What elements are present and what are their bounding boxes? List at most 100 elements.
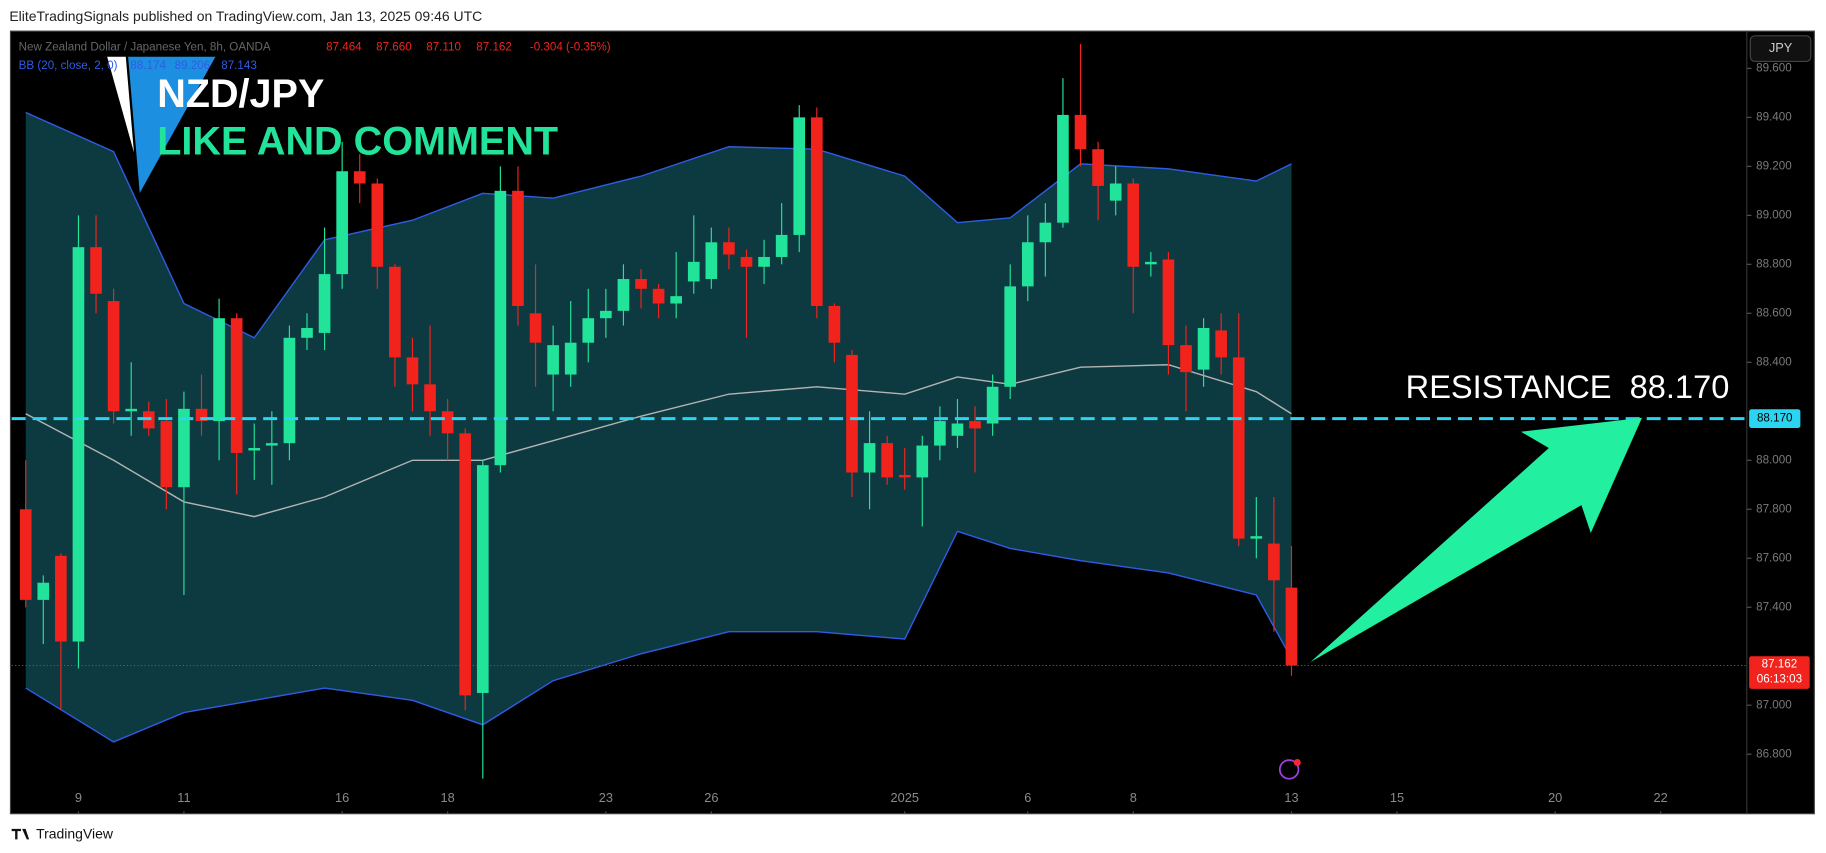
y-tick-label: 87.400 <box>1756 600 1792 613</box>
plot: 86.800 87.000 87.400 87.600 87.800 88.000 88.4… <box>11 43 1810 814</box>
candle-body <box>424 384 436 412</box>
currency-label[interactable]: JPY <box>1769 40 1793 55</box>
chart-subtitle: LIKE AND COMMENT <box>157 120 558 164</box>
candle-body <box>969 421 981 429</box>
candle-body <box>863 443 876 473</box>
x-tick-label: 6 <box>1024 790 1031 805</box>
candle-body <box>389 266 401 358</box>
candle-body <box>1285 587 1298 666</box>
candle-body <box>494 190 507 466</box>
x-tick-label: 9 <box>75 790 82 805</box>
candle-body <box>775 234 788 257</box>
candle-body <box>37 582 50 600</box>
x-tick-label: 22 <box>1654 790 1668 805</box>
candle-body <box>371 183 384 267</box>
candle-body <box>1039 222 1052 243</box>
y-tick-label: 87.800 <box>1756 502 1792 515</box>
x-tick-label: 8 <box>1130 790 1137 805</box>
resistance-tag: 88.170 <box>1757 412 1793 425</box>
symbol-line: New Zealand Dollar / Japanese Yen, 8h, O… <box>19 41 271 54</box>
candle-body <box>951 423 964 436</box>
candle-body <box>90 247 102 294</box>
candle-body <box>19 509 32 600</box>
y-tick-label: 89.400 <box>1756 110 1792 123</box>
candle-body <box>1180 345 1192 373</box>
candle-body <box>652 288 665 304</box>
candle-body <box>600 310 612 319</box>
x-tick-label: 26 <box>704 790 718 805</box>
candle-body <box>670 296 682 304</box>
event-dot <box>1293 758 1301 766</box>
candle-body <box>986 386 999 424</box>
up-arrow <box>1301 417 1643 667</box>
x-tick-label: 16 <box>335 790 349 805</box>
currency-button[interactable] <box>1749 35 1812 62</box>
candle-body <box>266 443 278 446</box>
x-tick-label: 20 <box>1548 790 1562 805</box>
candle-body <box>125 408 138 412</box>
candle-body <box>1145 261 1157 265</box>
candle-body <box>336 171 348 275</box>
candle-body <box>1268 543 1280 581</box>
candle-body <box>1162 259 1175 346</box>
ohlc-value: 87.660 <box>376 41 412 54</box>
candle-body <box>916 445 929 478</box>
y-tick-label: 89.600 <box>1756 61 1792 74</box>
candle-body <box>934 421 946 446</box>
candle-body <box>529 313 542 343</box>
candle-body <box>107 301 120 412</box>
candle-body <box>582 318 595 343</box>
candle-body <box>72 247 85 642</box>
candle-body <box>1109 183 1122 201</box>
indicator-line: BB (20, close, 2, 0) <box>19 59 118 72</box>
candle-body <box>547 345 559 375</box>
candle-body <box>723 242 735 255</box>
candle-body <box>1092 149 1104 186</box>
y-tick-label: 88.000 <box>1756 453 1792 466</box>
resistance-tag-bg <box>1749 409 1801 428</box>
candle-body <box>318 274 331 333</box>
candle-body <box>1250 536 1263 539</box>
ohlc-value: 87.110 <box>426 41 461 54</box>
y-tick-label: 87.000 <box>1756 698 1792 711</box>
x-tick-label: 2025 <box>890 790 918 805</box>
candle-body <box>301 328 313 338</box>
x-tick-label: 15 <box>1390 790 1404 805</box>
y-tick-label: 89.200 <box>1756 159 1792 172</box>
candle-body <box>195 408 208 422</box>
candle-body <box>740 256 753 267</box>
resistance-label: RESISTANCE 88.170 <box>1406 368 1730 405</box>
candle-body <box>617 279 630 311</box>
logo-blue <box>128 56 216 194</box>
x-tick-label: 13 <box>1284 790 1298 805</box>
indicator-value: 88.174 <box>130 59 166 72</box>
candle-body <box>1232 357 1245 539</box>
last-price-tag: 87.162 <box>1762 657 1798 670</box>
indicator-value: 89.206 <box>175 59 211 72</box>
tv-logo <box>11 828 30 840</box>
candle-body <box>55 555 67 642</box>
x-tick-label: 18 <box>441 790 455 805</box>
candle-body <box>1057 114 1069 223</box>
candle-body <box>512 190 524 306</box>
y-tick-label: 89.000 <box>1756 208 1792 221</box>
ohlc-value: -0.304 (-0.35%) <box>530 41 611 54</box>
band-middle <box>25 364 1292 518</box>
footer-brand: TradingView <box>36 825 114 841</box>
band-lower <box>25 530 1293 743</box>
event-icon[interactable] <box>1278 759 1300 780</box>
candle-body <box>810 117 823 306</box>
x-tick-label: 23 <box>599 790 613 805</box>
candle-body <box>828 305 841 343</box>
candle-body <box>213 318 225 422</box>
candle-body <box>353 171 366 184</box>
candle-body <box>635 279 647 289</box>
indicator-value: 87.143 <box>221 59 257 72</box>
x-tick-label: 11 <box>177 790 190 805</box>
candle-body <box>881 443 893 478</box>
y-tick-label: 86.800 <box>1756 747 1792 760</box>
candle-body <box>178 408 190 488</box>
candle-body <box>758 256 770 267</box>
candle-body <box>793 117 806 235</box>
